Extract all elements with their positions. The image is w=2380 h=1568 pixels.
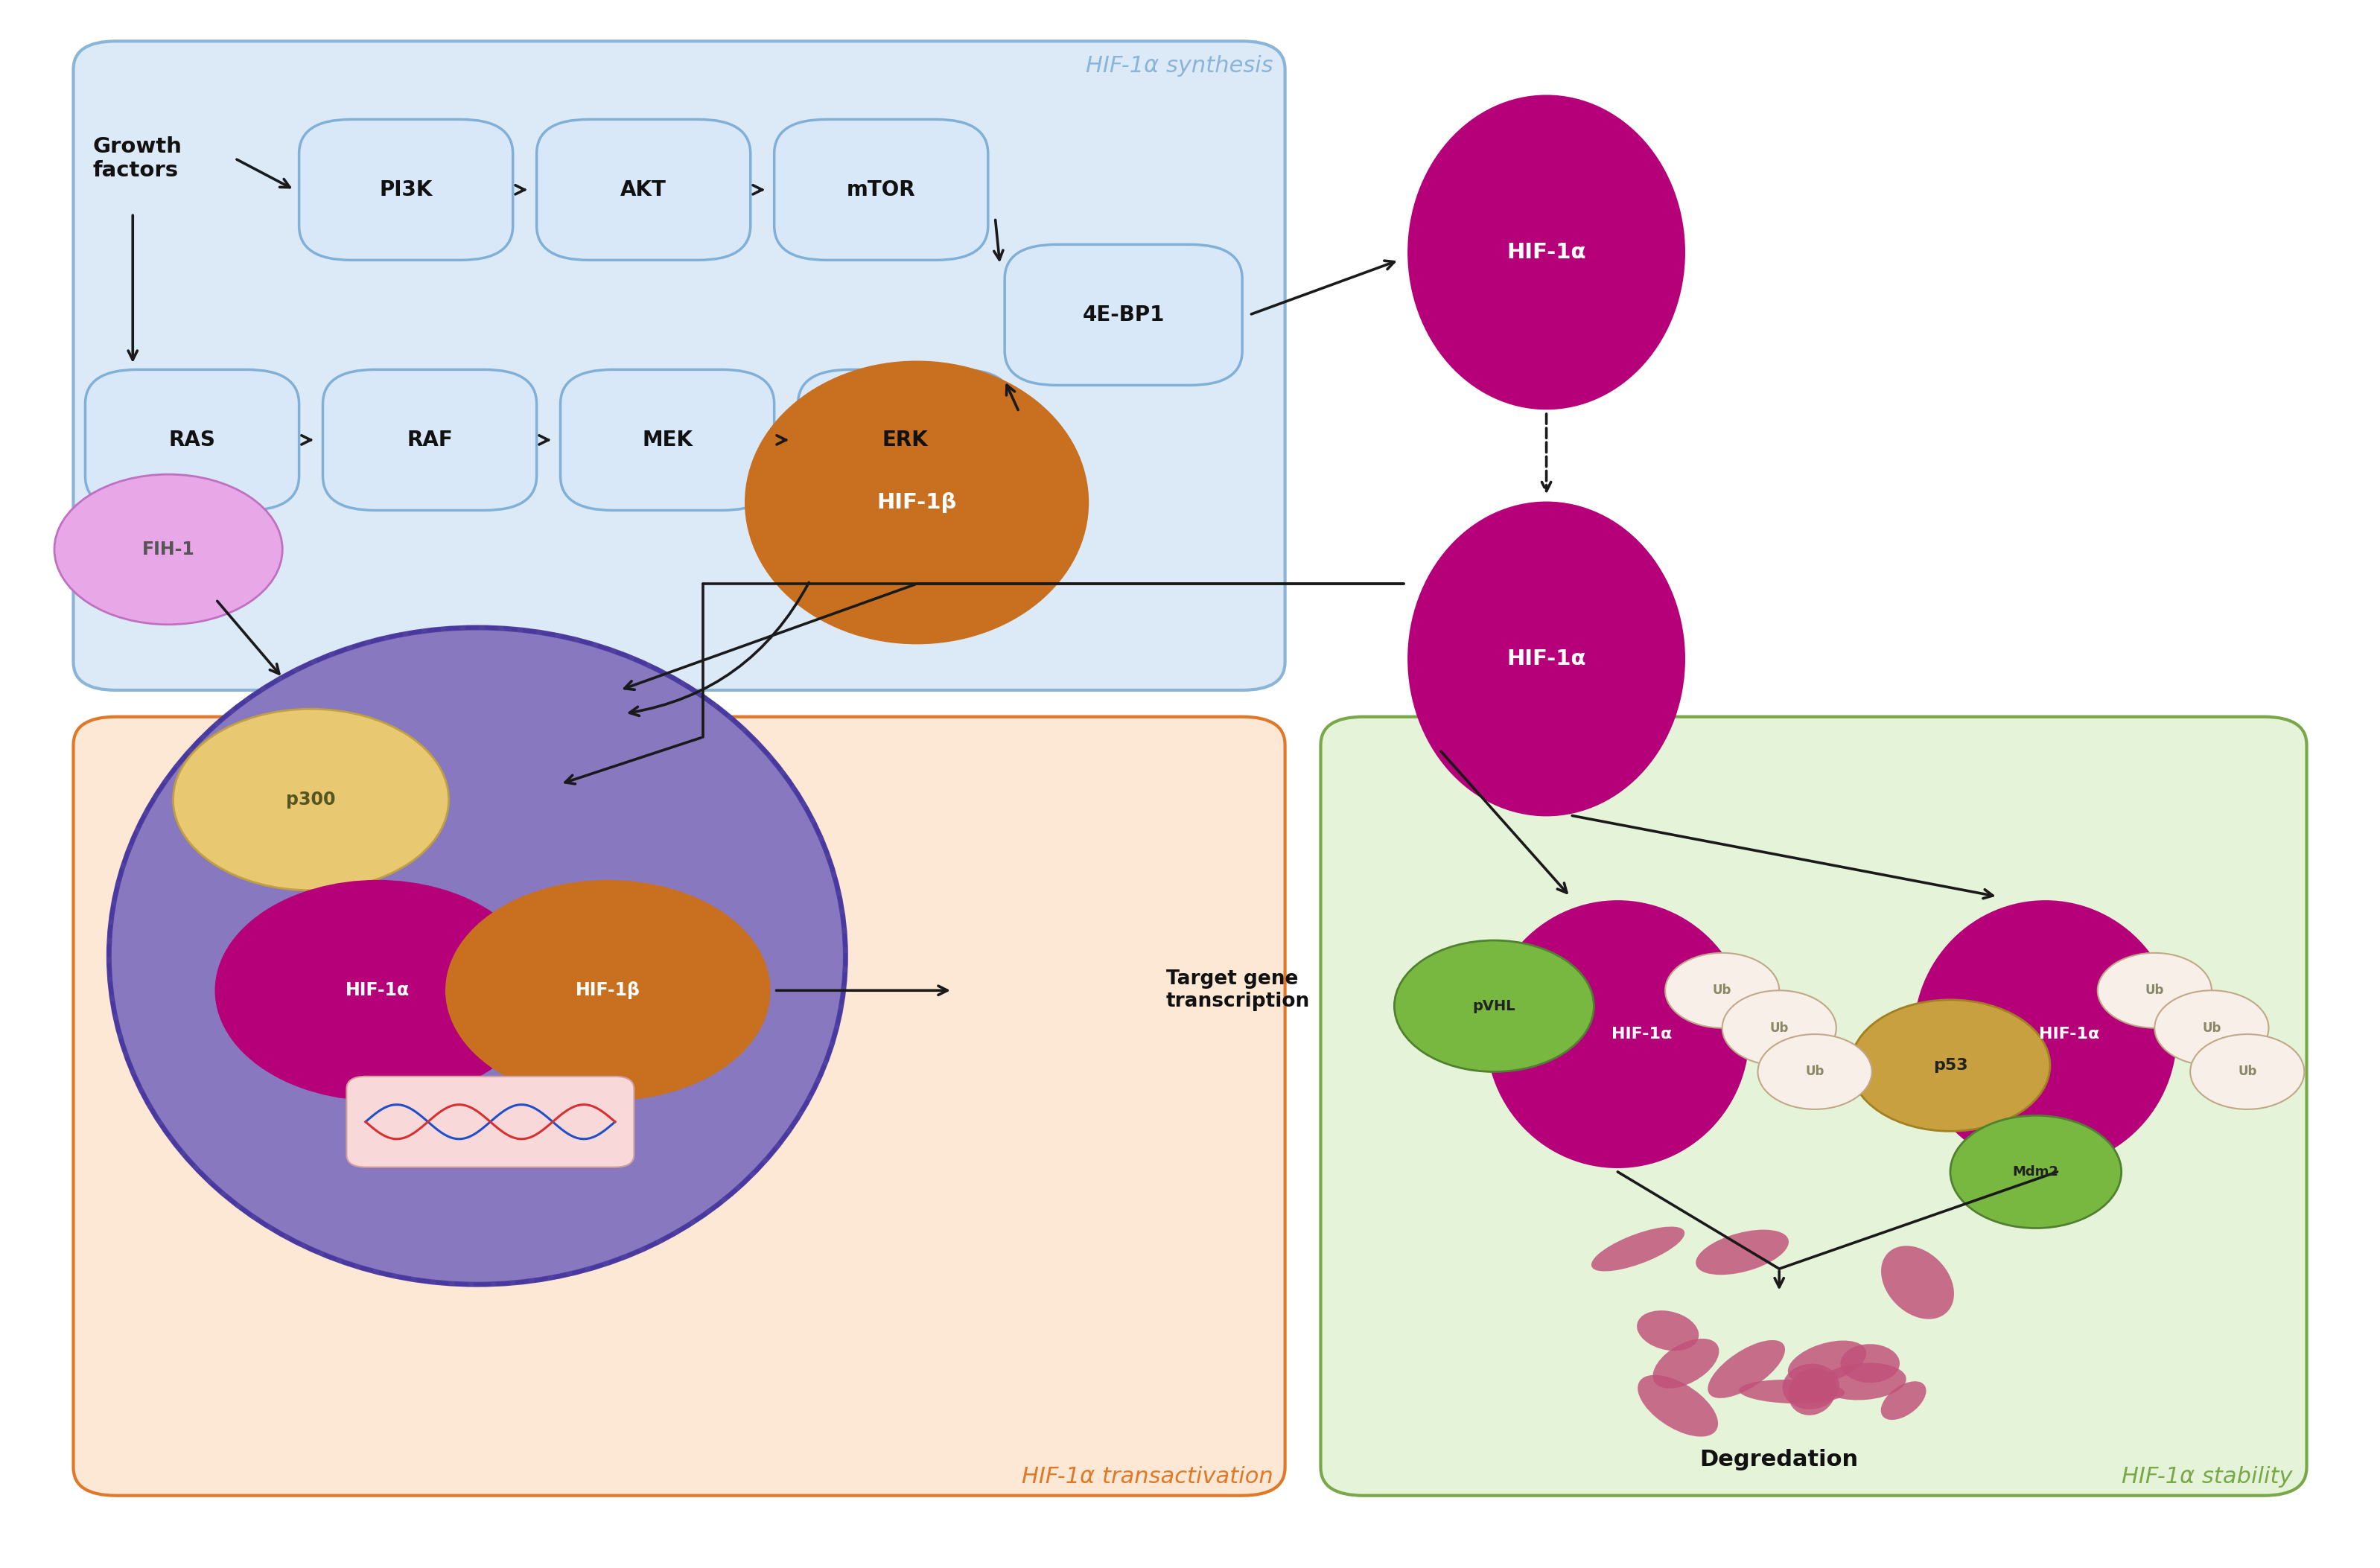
FancyBboxPatch shape	[536, 119, 750, 260]
Text: PI3K: PI3K	[378, 179, 433, 201]
Ellipse shape	[1840, 1344, 1899, 1383]
Ellipse shape	[1697, 1229, 1790, 1275]
Ellipse shape	[1914, 902, 2175, 1167]
Text: HIF-1α transactivation: HIF-1α transactivation	[1021, 1466, 1273, 1488]
Text: FIH-1: FIH-1	[143, 541, 195, 558]
FancyBboxPatch shape	[774, 119, 988, 260]
Text: MEK: MEK	[643, 430, 693, 450]
FancyBboxPatch shape	[74, 41, 1285, 690]
Circle shape	[2097, 953, 2211, 1029]
Text: HIF-1α: HIF-1α	[1611, 1027, 1671, 1041]
Ellipse shape	[745, 362, 1088, 643]
Text: RAF: RAF	[407, 430, 452, 450]
Text: Ub: Ub	[2202, 1021, 2221, 1035]
Ellipse shape	[1880, 1247, 1954, 1319]
Text: mTOR: mTOR	[847, 179, 916, 201]
Text: Degredation: Degredation	[1699, 1449, 1859, 1471]
FancyBboxPatch shape	[86, 370, 300, 510]
Text: Ub: Ub	[2237, 1065, 2256, 1079]
Ellipse shape	[1637, 1375, 1718, 1436]
Ellipse shape	[1709, 1341, 1785, 1399]
FancyBboxPatch shape	[559, 370, 774, 510]
Circle shape	[55, 475, 283, 624]
Ellipse shape	[1783, 1364, 1840, 1410]
FancyBboxPatch shape	[797, 370, 1011, 510]
FancyBboxPatch shape	[74, 717, 1285, 1496]
Text: HIF-1α: HIF-1α	[1507, 241, 1585, 263]
Ellipse shape	[1592, 1226, 1685, 1272]
Text: 4E-BP1: 4E-BP1	[1083, 304, 1164, 325]
Text: Ub: Ub	[1806, 1065, 1825, 1079]
Text: p300: p300	[286, 790, 336, 809]
Text: HIF-1β: HIF-1β	[576, 982, 640, 999]
Ellipse shape	[1787, 1341, 1866, 1385]
Ellipse shape	[447, 881, 769, 1099]
Ellipse shape	[1409, 96, 1685, 409]
FancyBboxPatch shape	[1321, 717, 2306, 1496]
Text: Growth
factors: Growth factors	[93, 136, 181, 180]
Ellipse shape	[1637, 1311, 1699, 1350]
Ellipse shape	[1880, 1381, 1925, 1421]
Circle shape	[2190, 1035, 2304, 1109]
Text: HIF-1α synthesis: HIF-1α synthesis	[1085, 55, 1273, 77]
Text: HIF-1α stability: HIF-1α stability	[2121, 1466, 2292, 1488]
Circle shape	[1395, 941, 1595, 1073]
Text: Ub: Ub	[1771, 1021, 1790, 1035]
Ellipse shape	[109, 627, 845, 1284]
Text: Ub: Ub	[1714, 983, 1733, 997]
Circle shape	[1666, 953, 1780, 1029]
Ellipse shape	[1787, 1369, 1835, 1416]
Ellipse shape	[1821, 1363, 1906, 1400]
FancyBboxPatch shape	[300, 119, 512, 260]
Text: p53: p53	[1933, 1058, 1968, 1073]
FancyBboxPatch shape	[347, 1077, 633, 1167]
Text: ERK: ERK	[883, 430, 928, 450]
Text: RAS: RAS	[169, 430, 217, 450]
Text: Target gene
transcription: Target gene transcription	[1166, 969, 1309, 1011]
Ellipse shape	[1652, 1339, 1718, 1388]
Circle shape	[2154, 991, 2268, 1066]
Text: HIF-1α: HIF-1α	[345, 982, 409, 999]
Ellipse shape	[217, 881, 538, 1099]
FancyBboxPatch shape	[324, 370, 535, 510]
Ellipse shape	[1740, 1380, 1844, 1403]
Text: AKT: AKT	[621, 179, 666, 201]
Circle shape	[1759, 1035, 1873, 1109]
Text: Mdm2: Mdm2	[2013, 1165, 2059, 1179]
Ellipse shape	[1488, 902, 1749, 1167]
Text: Ub: Ub	[2144, 983, 2163, 997]
FancyBboxPatch shape	[1004, 245, 1242, 386]
Ellipse shape	[1409, 502, 1685, 815]
Text: HIF-1α: HIF-1α	[1507, 649, 1585, 670]
Text: pVHL: pVHL	[1473, 999, 1516, 1013]
Ellipse shape	[174, 709, 450, 891]
Circle shape	[1852, 1000, 2049, 1131]
Text: HIF-1α: HIF-1α	[2040, 1027, 2099, 1041]
Circle shape	[1723, 991, 1837, 1066]
Circle shape	[1949, 1115, 2121, 1228]
Text: HIF-1β: HIF-1β	[876, 492, 957, 513]
